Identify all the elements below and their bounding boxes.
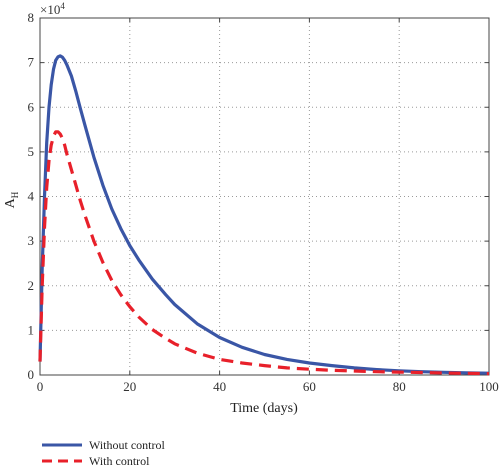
y-tick-label: 6 (28, 99, 35, 114)
x-tick-label: 100 (479, 379, 499, 394)
y-tick-label: 7 (28, 55, 35, 70)
x-tick-label: 60 (303, 379, 316, 394)
y-multiplier-base: ×10 (40, 2, 60, 17)
y-tick-label: 4 (28, 189, 35, 204)
y-tick-label: 0 (28, 367, 35, 382)
grid-lines (40, 18, 489, 375)
y-tick-label: 1 (28, 322, 35, 337)
y-axis-label-subscript: H (10, 191, 20, 198)
series-line-with-control (38, 130, 490, 376)
y-multiplier-exponent: 4 (60, 1, 65, 11)
legend: Without control With control (42, 438, 166, 468)
x-tick-label: 0 (37, 379, 44, 394)
series-lines (38, 54, 490, 376)
x-tick-label: 40 (213, 379, 226, 394)
x-axis-label: Time (days) (230, 401, 298, 416)
x-tick-label: 80 (393, 379, 406, 394)
y-tick-label: 5 (28, 144, 35, 159)
y-axis-label-main: A (3, 197, 18, 208)
series-line-without-control (38, 54, 490, 375)
legend-label-without-control: Without control (89, 438, 166, 452)
y-tick-label: 8 (28, 10, 35, 25)
legend-label-with-control: With control (89, 454, 150, 468)
y-axis-label: AH (3, 191, 20, 208)
y-tick-label: 3 (28, 233, 35, 248)
y-tick-label: 2 (28, 278, 35, 293)
axis-ticks: 0 20 40 60 80 100 0 1 2 3 4 5 6 7 8 (28, 10, 499, 394)
y-multiplier: ×104 (40, 1, 65, 17)
x-tick-label: 20 (123, 379, 136, 394)
